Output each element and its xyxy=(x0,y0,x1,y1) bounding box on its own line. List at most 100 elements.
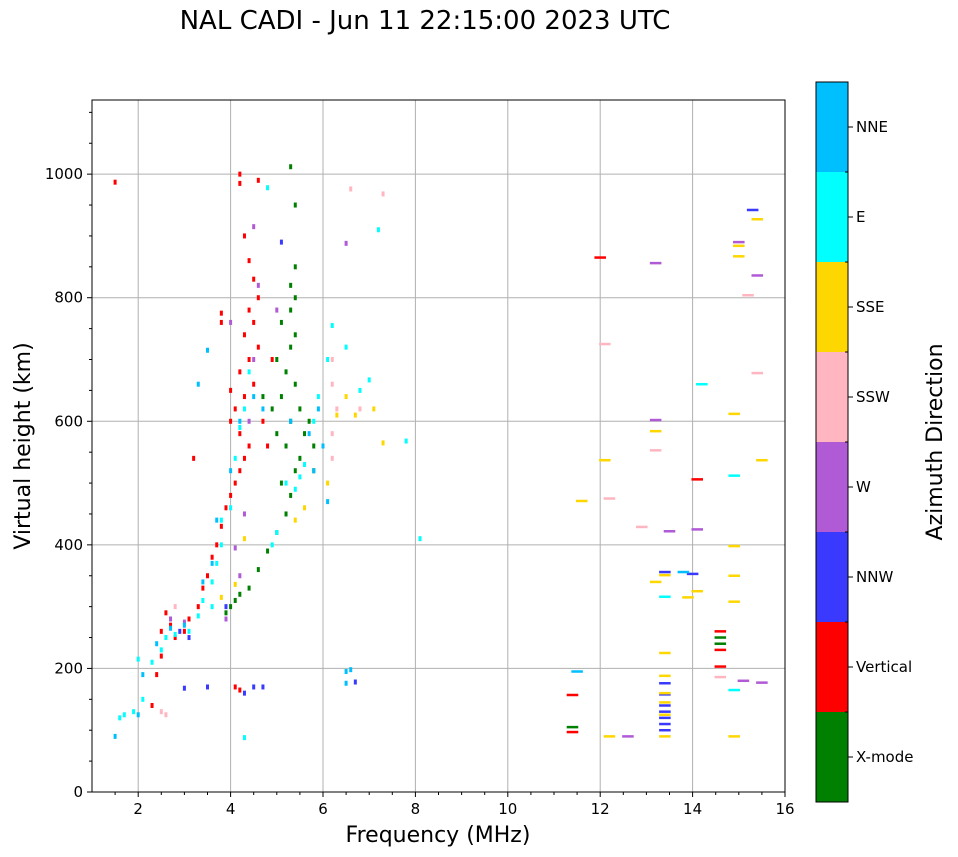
point-nnw xyxy=(353,679,357,685)
point-w xyxy=(247,418,251,424)
point-x-mode xyxy=(224,610,228,616)
x-tick-label: 12 xyxy=(591,800,610,818)
point-x-mode xyxy=(293,381,297,387)
point-e xyxy=(229,505,233,511)
point-vertical xyxy=(201,585,205,591)
colorbar-tick-label: NNE xyxy=(856,118,888,136)
point-sse xyxy=(242,536,246,542)
point-e xyxy=(122,712,126,718)
point-e xyxy=(303,462,307,468)
point-nne xyxy=(238,418,242,424)
point-vertical xyxy=(247,357,251,362)
point-sse xyxy=(372,406,376,412)
point-x-mode xyxy=(229,604,233,610)
point-vertical xyxy=(252,381,256,387)
colorbar-tick-label: Vertical xyxy=(856,658,912,676)
point-vertical xyxy=(270,357,274,362)
point-e xyxy=(326,357,330,362)
point-sse xyxy=(659,713,671,717)
point-vertical xyxy=(247,258,251,264)
point-x-mode xyxy=(293,295,297,301)
y-tick-label: 400 xyxy=(54,536,83,554)
point-e xyxy=(164,635,168,641)
point-e xyxy=(187,628,191,634)
point-e xyxy=(233,455,237,461)
point-x-mode xyxy=(714,642,727,645)
point-w xyxy=(252,224,256,230)
point-sse xyxy=(733,255,745,258)
point-vertical xyxy=(238,369,242,375)
point-sse xyxy=(649,429,662,433)
point-e xyxy=(659,595,671,599)
point-nne xyxy=(215,517,219,523)
point-sse xyxy=(659,651,671,655)
point-vertical xyxy=(224,505,228,511)
point-nnw xyxy=(659,716,671,720)
point-ssw xyxy=(159,709,163,715)
point-ssw xyxy=(330,455,334,461)
point-e xyxy=(210,579,214,585)
point-vertical xyxy=(182,628,186,634)
point-vertical xyxy=(256,344,260,350)
point-vertical xyxy=(150,703,154,708)
point-nnw xyxy=(279,239,283,245)
point-sse xyxy=(575,499,588,503)
point-sse xyxy=(603,735,616,738)
point-x-mode xyxy=(261,394,265,400)
point-vertical xyxy=(238,687,242,693)
point-vertical xyxy=(252,319,256,325)
point-x-mode xyxy=(293,264,297,270)
point-nne xyxy=(344,680,348,686)
point-nne xyxy=(321,443,325,449)
point-e xyxy=(367,377,371,383)
point-vertical xyxy=(238,468,242,474)
point-vertical xyxy=(256,177,260,183)
point-x-mode xyxy=(289,344,293,350)
point-x-mode xyxy=(298,455,302,461)
point-nne xyxy=(261,406,265,412)
colorbar-segment xyxy=(816,82,848,172)
point-ssw xyxy=(599,342,611,346)
point-x-mode xyxy=(279,480,283,486)
point-vertical xyxy=(247,443,251,449)
colorbar-tick-label: SSW xyxy=(856,388,890,406)
point-vertical xyxy=(238,171,242,177)
point-vertical xyxy=(173,635,177,641)
x-tick-label: 14 xyxy=(683,800,702,818)
colorbar-segment xyxy=(816,622,848,712)
point-vertical xyxy=(233,480,237,486)
x-axis-label: Frequency (MHz) xyxy=(346,823,531,848)
point-nne xyxy=(677,570,690,574)
plot-frame xyxy=(91,99,786,793)
point-vertical xyxy=(219,310,223,316)
point-sse xyxy=(335,412,339,418)
point-sse xyxy=(691,589,703,593)
point-sse xyxy=(682,596,694,599)
point-ssw xyxy=(649,449,662,452)
point-nnw xyxy=(224,604,228,610)
point-ssw xyxy=(173,604,177,610)
point-x-mode xyxy=(233,597,237,603)
point-vertical xyxy=(229,418,233,424)
point-e xyxy=(201,597,205,603)
point-vertical xyxy=(164,610,168,616)
point-vertical xyxy=(566,730,579,734)
point-ssw xyxy=(714,675,727,679)
point-e xyxy=(266,185,270,191)
point-e xyxy=(344,344,348,350)
point-sse xyxy=(353,412,357,418)
point-w xyxy=(622,735,634,738)
point-sse xyxy=(293,517,297,523)
point-x-mode xyxy=(256,567,260,573)
point-w xyxy=(169,616,173,622)
point-nnw xyxy=(659,704,671,707)
y-tick-label: 200 xyxy=(54,659,83,677)
point-x-mode xyxy=(275,357,279,362)
point-e xyxy=(316,394,320,400)
point-e xyxy=(247,369,251,375)
point-vertical xyxy=(566,693,579,697)
point-e xyxy=(696,382,708,386)
point-e xyxy=(404,438,408,444)
point-e xyxy=(376,227,380,233)
